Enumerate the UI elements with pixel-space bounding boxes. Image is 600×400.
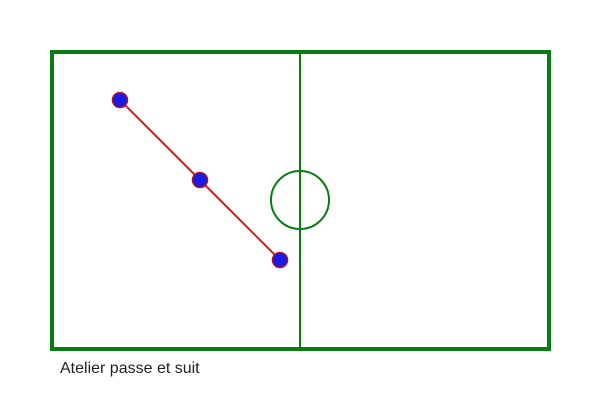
pass-line-1	[119, 99, 201, 181]
player-1-marker-icon	[111, 91, 129, 109]
center-circle	[270, 170, 330, 230]
pass-line-2	[199, 179, 281, 261]
diagram-caption: Atelier passe et suit	[60, 360, 200, 377]
player-2-marker-icon	[191, 171, 209, 189]
player-3-marker-icon	[271, 251, 289, 269]
